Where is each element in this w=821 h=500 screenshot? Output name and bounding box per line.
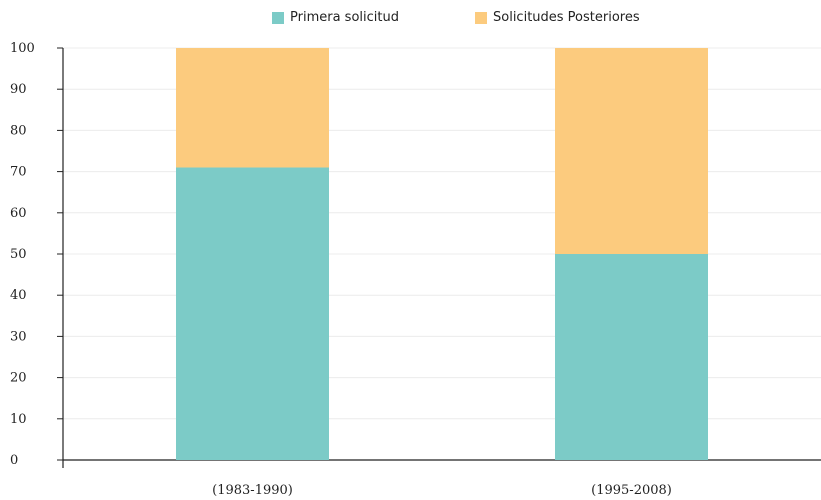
bar-primera-solicitud-0 (176, 167, 329, 461)
bar-solicitudes-posteriores-1 (555, 48, 708, 254)
y-tick-label-60: 60 (10, 206, 27, 221)
y-tick-label-0: 0 (10, 453, 18, 468)
legend-label-solicitudes-posteriores: Solicitudes Posteriores (493, 10, 640, 25)
x-tick-label-0: (1983-1990) (212, 483, 293, 498)
legend-item-primera-solicitud: Primera solicitud (272, 10, 399, 25)
y-tick-label-80: 80 (10, 123, 27, 138)
bar-primera-solicitud-1 (555, 254, 708, 460)
y-tick-label-10: 10 (10, 412, 27, 427)
legend-swatch-solicitudes-posteriores (475, 11, 487, 24)
y-tick-label-40: 40 (10, 288, 27, 303)
bar-solicitudes-posteriores-0 (176, 48, 329, 168)
x-tick-label-1: (1995-2008) (591, 483, 672, 498)
legend-item-solicitudes-posteriores: Solicitudes Posteriores (475, 10, 640, 25)
y-tick-label-100: 100 (10, 41, 35, 56)
y-tick-label-20: 20 (10, 371, 27, 386)
chart-legend: Primera solicitud Solicitudes Posteriore… (0, 10, 821, 32)
y-tick-label-90: 90 (10, 82, 27, 97)
legend-label-primera-solicitud: Primera solicitud (290, 10, 399, 25)
y-tick-label-30: 30 (10, 329, 27, 344)
legend-swatch-primera-solicitud (272, 11, 284, 24)
y-tick-label-50: 50 (10, 247, 27, 262)
y-tick-label-70: 70 (10, 165, 27, 180)
